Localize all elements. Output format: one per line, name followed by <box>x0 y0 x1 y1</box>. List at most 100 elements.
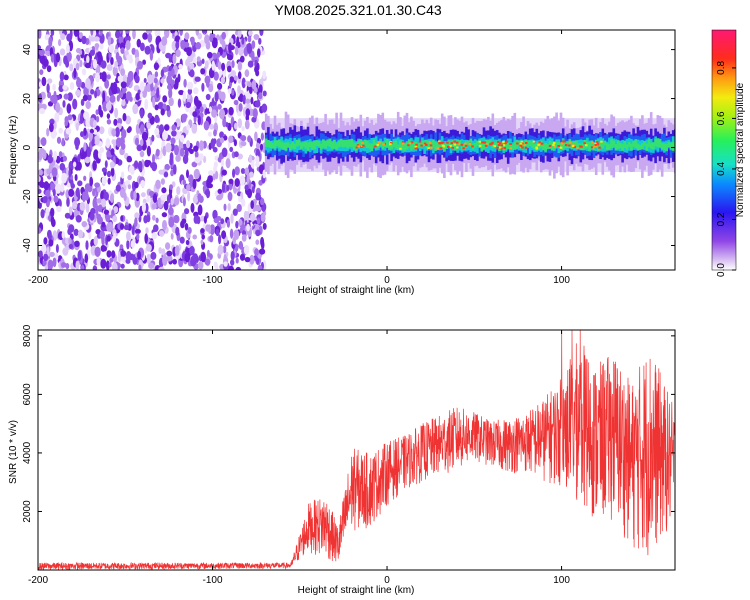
noise-speckle <box>162 130 168 141</box>
noise-speckle <box>77 229 84 239</box>
noise-speckle <box>125 258 131 264</box>
band-cell <box>467 141 470 151</box>
noise-speckle <box>172 53 177 65</box>
noise-speckle <box>42 149 47 160</box>
noise-speckle <box>98 54 102 66</box>
noise-speckle <box>212 146 218 153</box>
x-tick-label: -200 <box>28 275 48 286</box>
noise-speckle <box>206 249 210 258</box>
band-cell <box>368 143 371 149</box>
noise-speckle <box>244 184 249 191</box>
noise-speckle <box>120 81 127 89</box>
band-peak <box>355 146 359 149</box>
noise-speckle <box>199 140 204 151</box>
noise-speckle <box>164 163 170 171</box>
noise-speckle <box>47 234 52 240</box>
y-tick-label: 4000 <box>22 441 33 464</box>
band-cell <box>658 139 662 148</box>
noise-speckle <box>160 108 165 116</box>
noise-speckle <box>254 131 258 142</box>
band-cell <box>456 139 459 153</box>
noise-speckle <box>93 36 100 42</box>
noise-speckle <box>94 43 100 49</box>
band-peak <box>557 145 560 147</box>
noise-speckle <box>46 168 50 175</box>
noise-speckle <box>158 266 165 270</box>
band-peak <box>496 146 499 149</box>
noise-speckle <box>240 141 247 147</box>
noise-speckle <box>179 236 185 244</box>
noise-speckle <box>96 257 101 266</box>
band-cell <box>330 142 334 150</box>
noise-speckle <box>65 127 72 135</box>
noise-speckle <box>53 150 58 161</box>
noise-speckle <box>188 174 194 184</box>
noise-speckle <box>147 74 153 85</box>
band-peak <box>471 145 474 148</box>
band-cell <box>311 141 314 150</box>
noise-speckle <box>146 160 152 166</box>
band-cell <box>528 140 532 146</box>
noise-speckle <box>95 229 101 235</box>
noise-speckle <box>233 229 240 240</box>
band-cell <box>487 139 490 146</box>
band-cell <box>533 144 536 150</box>
band-peak <box>399 147 402 150</box>
band-cell <box>625 144 629 150</box>
noise-speckle <box>215 263 219 270</box>
noise-speckle <box>255 155 260 164</box>
noise-speckle <box>137 160 143 172</box>
noise-speckle <box>155 148 160 157</box>
noise-speckle <box>180 39 186 50</box>
noise-speckle <box>89 212 95 221</box>
noise-speckle <box>259 30 264 36</box>
noise-speckle <box>79 32 83 39</box>
noise-speckle <box>251 79 257 90</box>
y-tick-label: 8000 <box>22 324 33 347</box>
noise-speckle <box>217 188 223 194</box>
noise-speckle <box>49 251 55 257</box>
noise-speckle <box>46 127 50 137</box>
noise-speckle <box>80 131 84 138</box>
noise-speckle <box>148 190 155 197</box>
noise-speckle <box>237 153 243 160</box>
noise-speckle <box>86 93 92 101</box>
noise-speckle <box>105 138 111 149</box>
noise-speckle <box>241 126 245 132</box>
band-cell <box>517 140 521 146</box>
band-peak <box>505 140 509 143</box>
band-cell <box>577 143 580 148</box>
band-peak <box>559 146 563 149</box>
band-cell <box>344 143 347 152</box>
noise-speckle <box>185 58 191 67</box>
noise-speckle <box>93 129 98 135</box>
noise-speckle <box>125 115 131 125</box>
band-peak <box>521 146 524 149</box>
band-peak <box>519 142 523 145</box>
noise-speckle <box>69 63 74 72</box>
noise-speckle <box>243 245 250 255</box>
band-cell <box>623 140 627 148</box>
band-peak <box>427 147 430 150</box>
noise-speckle <box>208 83 214 93</box>
noise-speckle <box>85 77 91 89</box>
noise-speckle <box>62 84 68 91</box>
noise-speckle <box>77 250 82 261</box>
band-peak <box>430 146 433 149</box>
noise-speckle <box>127 126 132 133</box>
noise-speckle <box>169 202 173 214</box>
noise-speckle <box>92 160 97 171</box>
band-peak <box>457 142 461 145</box>
noise-speckle <box>135 137 139 146</box>
noise-speckle <box>221 230 227 240</box>
noise-speckle <box>193 215 199 224</box>
noise-speckle <box>232 168 236 178</box>
band-peak <box>580 145 583 148</box>
noise-speckle <box>250 96 254 105</box>
noise-speckle <box>204 258 211 266</box>
noise-speckle <box>90 89 95 95</box>
noise-speckle <box>218 234 222 245</box>
noise-speckle <box>174 245 180 257</box>
band-peak <box>449 145 452 147</box>
noise-speckle <box>214 91 219 102</box>
